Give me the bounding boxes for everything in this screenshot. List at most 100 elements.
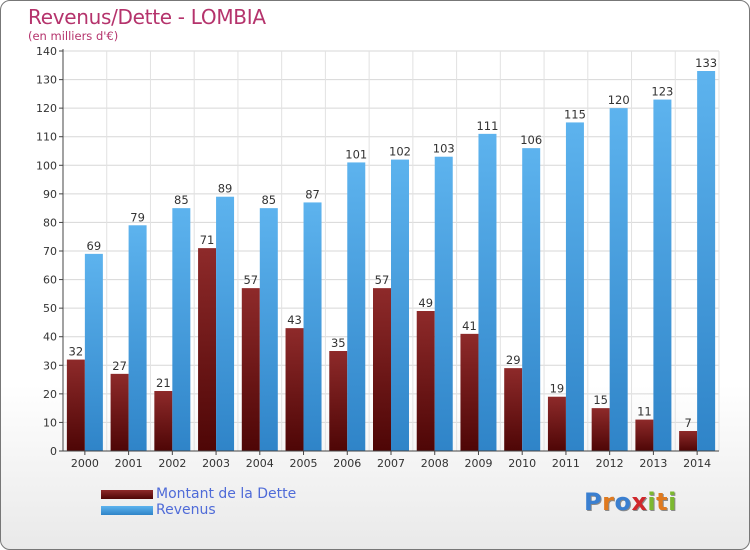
logo-letter: i [668,488,677,516]
y-tick-label: 110 [36,131,57,144]
x-tick-label-2009: 2009 [464,457,492,470]
data-label-debt-2014: 7 [684,416,691,430]
data-label-revenus-2000: 69 [87,239,102,253]
bar-debt-2009 [460,333,479,451]
logo-letter: o [614,488,632,516]
x-tick-label-2002: 2002 [158,457,186,470]
y-tick-label: 100 [36,159,57,172]
bar-debt-2007 [373,288,391,451]
logo-letter: r [602,488,615,516]
y-tick-label: 80 [43,216,57,229]
bar-debt-2013 [635,419,654,451]
bar-debt-2008 [416,311,435,451]
x-tick-label-2010: 2010 [508,457,536,470]
y-tick-label: 20 [43,388,57,401]
data-label-revenus-2007: 102 [389,145,411,159]
bar-debt-2014 [679,431,698,451]
data-label-debt-2011: 19 [550,382,565,396]
bar-revenus-2004 [259,208,278,451]
bar-revenus-2008 [434,156,453,451]
data-label-debt-2009: 41 [462,319,477,333]
x-tick-label-2003: 2003 [202,457,230,470]
data-label-debt-2010: 29 [506,353,521,367]
x-tick-label-2000: 2000 [71,457,99,470]
y-tick-label: 70 [43,245,57,258]
legend-label-revenus: Revenus [156,502,216,518]
data-label-debt-2005: 43 [287,313,302,327]
bar-revenus-2002 [172,208,191,451]
y-tick-label: 40 [43,331,57,344]
logo-letter: i [647,488,657,516]
y-tick-label: 10 [43,416,57,429]
chart-subtitle: (en milliers d'€) [28,29,119,43]
data-label-debt-2007: 57 [375,273,390,287]
data-label-debt-2008: 49 [418,296,433,310]
bar-revenus-2006 [347,162,366,451]
y-tick-label: 50 [43,302,57,315]
y-tick-label: 0 [50,445,57,458]
bar-revenus-2005 [303,202,322,451]
y-tick-label: 90 [43,188,57,201]
logo-letter: t [656,488,669,516]
y-tick-label: 60 [43,274,57,287]
bar-revenus-2003 [216,196,235,451]
x-tick-label-2011: 2011 [552,457,580,470]
x-tick-label-2005: 2005 [290,457,318,470]
data-label-revenus-2012: 120 [608,93,630,107]
logo-letter: P [584,488,603,516]
data-label-revenus-2008: 103 [433,142,455,156]
data-label-debt-2004: 57 [243,273,258,287]
bar-revenus-2012 [609,108,628,452]
x-tick-label-2004: 2004 [246,457,274,470]
bar-debt-2002 [154,391,173,451]
chart-title: Revenus/Dette - LOMBIA [28,5,266,29]
bar-debt-2000 [66,359,85,451]
data-label-debt-2002: 21 [156,376,171,390]
bar-revenus-2010 [522,148,541,451]
bar-revenus-2014 [697,71,716,451]
logo-letter: x [631,488,648,516]
x-tick-label-2013: 2013 [639,457,667,470]
x-tick-label-2001: 2001 [115,457,143,470]
y-tick-label: 30 [43,359,57,372]
bar-revenus-2009 [478,133,497,451]
bar-revenus-2013 [653,99,672,452]
bar-debt-2011 [547,396,566,451]
data-label-debt-2013: 11 [637,405,652,419]
legend-swatch-debt [101,490,153,499]
data-label-revenus-2014: 133 [695,56,717,70]
data-label-revenus-2006: 101 [345,147,367,161]
bar-revenus-2007 [391,159,409,452]
data-label-revenus-2009: 111 [476,119,498,133]
data-label-revenus-2001: 79 [130,210,145,224]
bar-debt-2001 [110,373,129,451]
x-tick-label-2006: 2006 [333,457,361,470]
y-tick-label: 130 [36,74,57,87]
x-tick-label-2007: 2007 [377,457,405,470]
x-tick-label-2012: 2012 [596,457,624,470]
data-label-revenus-2005: 87 [305,187,320,201]
x-tick-label-2008: 2008 [421,457,449,470]
bar-debt-2012 [591,408,610,451]
data-label-revenus-2013: 123 [651,85,673,99]
data-label-debt-2006: 35 [331,336,346,350]
y-tick-label: 140 [36,45,57,58]
data-label-debt-2003: 71 [200,233,215,247]
proxiti-logo: Proxiti [584,488,677,516]
bar-debt-2005 [285,328,304,451]
data-label-revenus-2002: 85 [174,193,189,207]
legend-swatch-revenus [101,506,153,515]
bar-revenus-2001 [128,225,147,451]
y-tick-label: 120 [36,102,57,115]
data-label-revenus-2004: 85 [261,193,276,207]
data-label-revenus-2011: 115 [564,107,586,121]
x-tick-label-2014: 2014 [683,457,711,470]
bar-revenus-2011 [565,122,584,451]
bar-revenus-2000 [84,253,103,451]
data-label-revenus-2003: 89 [218,182,233,196]
data-label-debt-2000: 32 [69,345,84,359]
data-label-revenus-2010: 106 [520,133,542,147]
bar-debt-2003 [198,248,217,451]
